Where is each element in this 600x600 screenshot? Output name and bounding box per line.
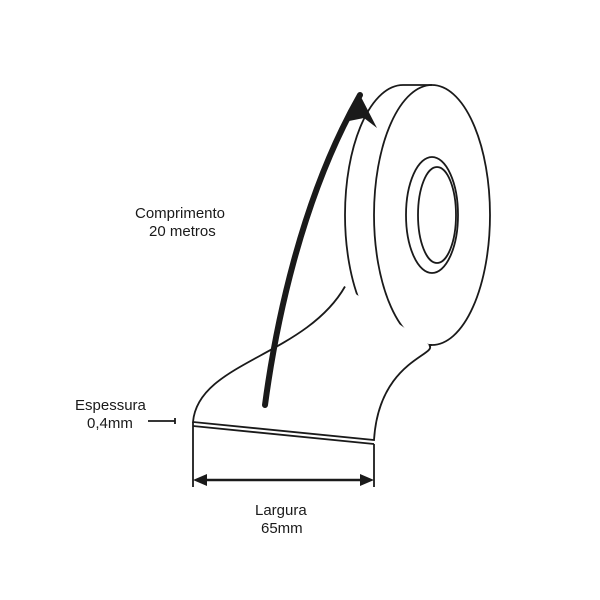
- core-inner: [418, 167, 456, 263]
- width-arrow-head-right: [360, 474, 374, 486]
- tape-roll-diagram: Comprimento 20 metros Espessura 0,4mm La…: [0, 0, 600, 600]
- width-arrow-head-left: [193, 474, 207, 486]
- thickness-label-line2: 0,4mm: [87, 415, 133, 432]
- width-label-line2: 65mm: [261, 520, 303, 537]
- length-label-line1: Comprimento: [135, 205, 225, 222]
- width-label-line1: Largura: [255, 502, 307, 519]
- thickness-label-line1: Espessura: [75, 397, 147, 414]
- length-label-line2: 20 metros: [149, 223, 216, 240]
